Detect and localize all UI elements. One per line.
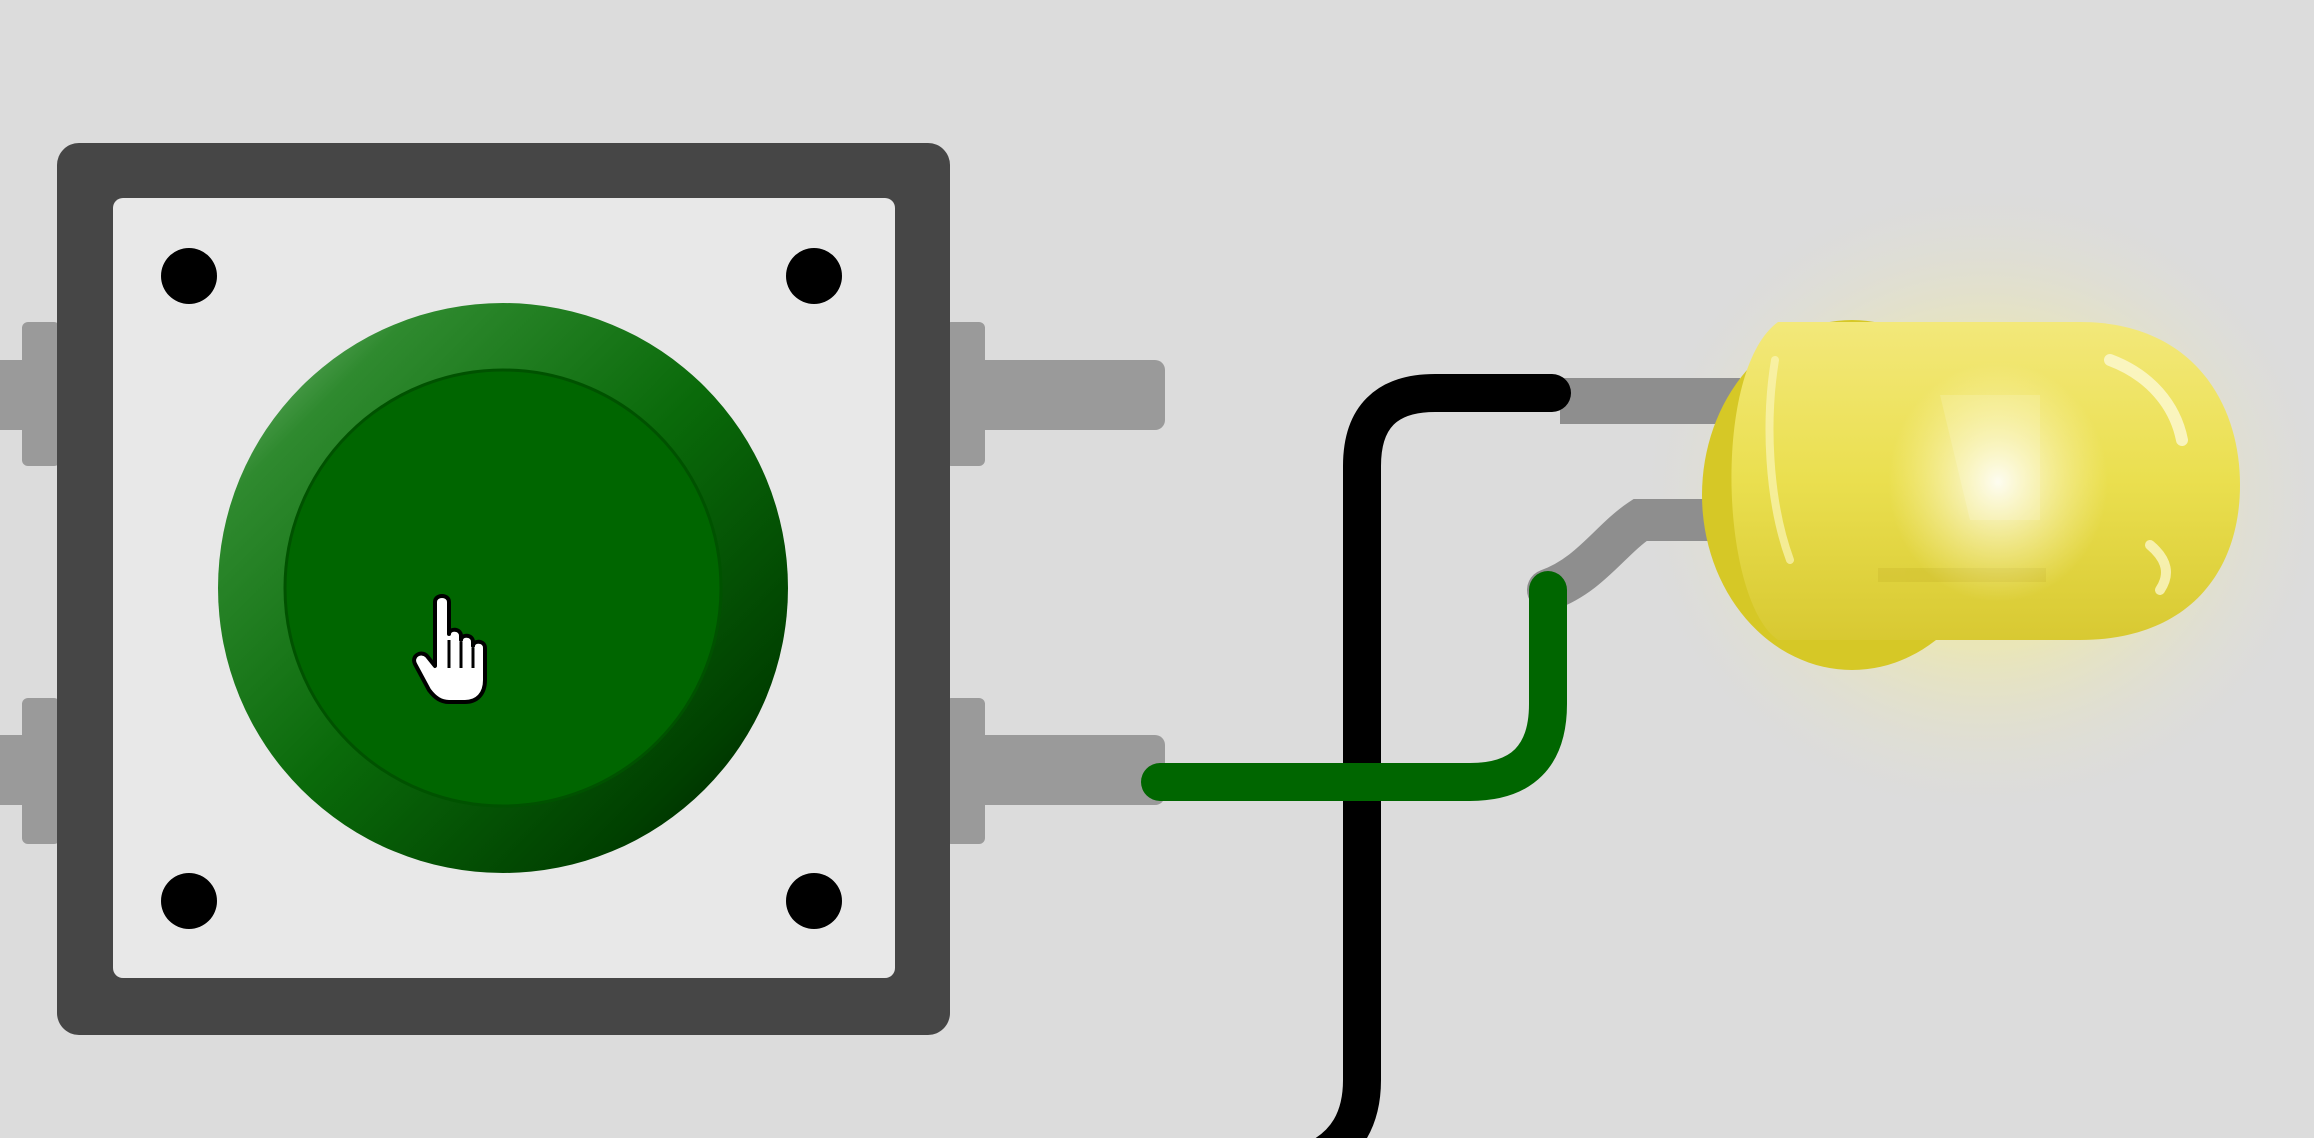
screw-bottom-left (161, 873, 217, 929)
pushbutton-cap[interactable] (218, 303, 788, 873)
led-highlight (2104, 354, 2188, 446)
green-wire[interactable] (1141, 571, 1567, 801)
led-core-light (1888, 362, 2108, 602)
led[interactable] (1527, 170, 2314, 830)
black-wire[interactable] (1315, 374, 1571, 1138)
hand-pointer-icon (412, 594, 487, 704)
pushbutton[interactable] (0, 143, 1165, 1035)
screw-top-right (786, 248, 842, 304)
screw-top-left (161, 248, 217, 304)
pushbutton-left-pins (0, 322, 60, 844)
screw-bottom-right (786, 873, 842, 929)
pushbutton-right-pins (945, 322, 1165, 844)
